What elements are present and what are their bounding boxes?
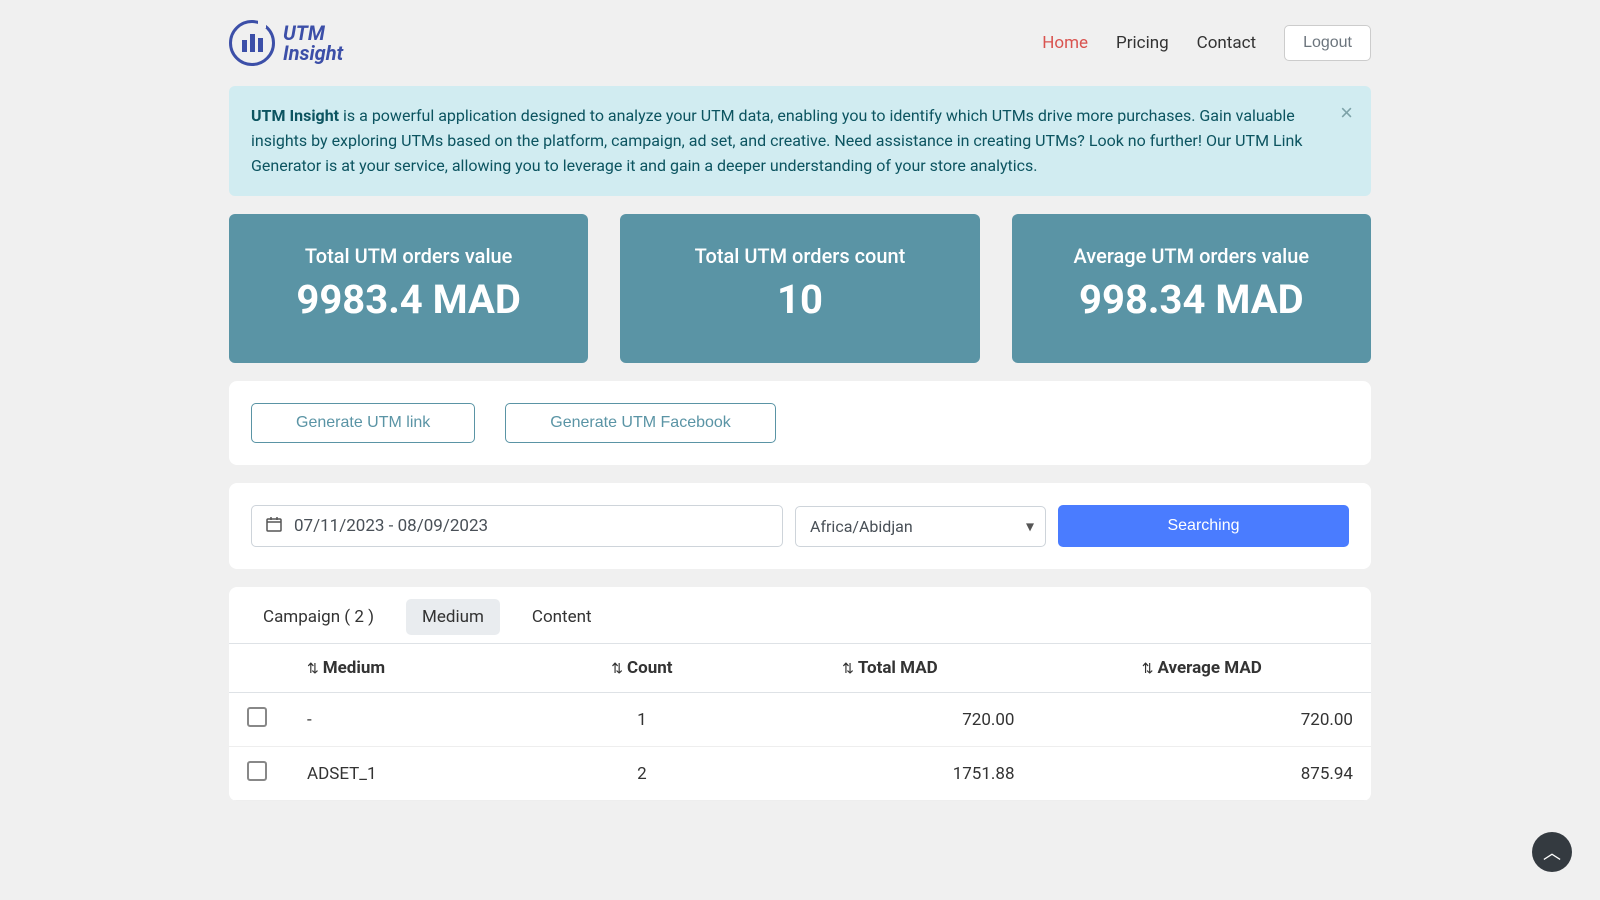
logo-icon [229, 20, 275, 66]
row-checkbox[interactable] [247, 761, 267, 781]
stat-value: 9983.4 MAD [249, 276, 568, 323]
calendar-icon [266, 516, 282, 536]
sort-icon: ⇅ [1142, 661, 1154, 677]
scroll-top-button[interactable]: ︿ [1532, 832, 1572, 872]
cell-average: 720.00 [1033, 693, 1372, 747]
tab-medium[interactable]: Medium [406, 599, 500, 635]
alert-body: is a powerful application designed to an… [251, 106, 1302, 175]
tab-campaign[interactable]: Campaign ( 2 ) [247, 599, 390, 635]
logo[interactable]: UTM Insight [229, 20, 343, 66]
info-alert: UTM Insight is a powerful application de… [229, 86, 1371, 196]
brand-line1: UTM [283, 23, 343, 43]
stat-title: Total UTM orders count [640, 244, 959, 268]
stat-title: Total UTM orders value [249, 244, 568, 268]
nav-pricing[interactable]: Pricing [1116, 33, 1169, 53]
col-total[interactable]: ⇅Total MAD [747, 644, 1032, 693]
cell-medium: ADSET_1 [289, 747, 536, 801]
date-range-input[interactable]: 07/11/2023 - 08/09/2023 [251, 505, 783, 547]
alert-strong: UTM Insight [251, 106, 339, 125]
col-medium[interactable]: ⇅Medium [289, 644, 536, 693]
stat-total-value: Total UTM orders value 9983.4 MAD [229, 214, 588, 363]
cell-medium: - [289, 693, 536, 747]
timezone-select[interactable]: Africa/Abidjan [795, 506, 1046, 547]
nav-home[interactable]: Home [1042, 33, 1088, 53]
nav-contact[interactable]: Contact [1197, 33, 1256, 53]
chevron-up-icon: ︿ [1543, 839, 1561, 865]
generate-utm-link-button[interactable]: Generate UTM link [251, 403, 475, 443]
results-table: ⇅Medium ⇅Count ⇅Total MAD ⇅Average MAD -… [229, 643, 1371, 801]
col-average[interactable]: ⇅Average MAD [1033, 644, 1372, 693]
generate-panel: Generate UTM link Generate UTM Facebook [229, 381, 1371, 465]
tabs: Campaign ( 2 ) Medium Content [229, 587, 1371, 635]
nav: Home Pricing Contact Logout [1042, 25, 1371, 61]
stat-value: 998.34 MAD [1032, 276, 1351, 323]
tab-content[interactable]: Content [516, 599, 608, 635]
timezone-value: Africa/Abidjan [810, 517, 913, 536]
alert-close-button[interactable]: × [1340, 100, 1353, 126]
cell-total: 720.00 [747, 693, 1032, 747]
row-checkbox[interactable] [247, 707, 267, 727]
cell-count: 1 [536, 693, 747, 747]
sort-icon: ⇅ [842, 661, 854, 677]
table-row: - 1 720.00 720.00 [229, 693, 1371, 747]
stats-row: Total UTM orders value 9983.4 MAD Total … [229, 214, 1371, 363]
brand-line2: Insight [283, 43, 343, 63]
stat-total-count: Total UTM orders count 10 [620, 214, 979, 363]
generate-utm-facebook-button[interactable]: Generate UTM Facebook [505, 403, 776, 443]
logout-button[interactable]: Logout [1284, 25, 1371, 61]
search-panel: 07/11/2023 - 08/09/2023 Africa/Abidjan S… [229, 483, 1371, 569]
results-panel: Campaign ( 2 ) Medium Content ⇅Medium ⇅C… [229, 587, 1371, 801]
date-range-value: 07/11/2023 - 08/09/2023 [294, 516, 488, 536]
header: UTM Insight Home Pricing Contact Logout [229, 0, 1371, 86]
col-checkbox [229, 644, 289, 693]
cell-count: 2 [536, 747, 747, 801]
sort-icon: ⇅ [611, 661, 623, 677]
table-row: ADSET_1 2 1751.88 875.94 [229, 747, 1371, 801]
col-count[interactable]: ⇅Count [536, 644, 747, 693]
stat-title: Average UTM orders value [1032, 244, 1351, 268]
logo-text: UTM Insight [283, 23, 343, 63]
stat-value: 10 [640, 276, 959, 323]
cell-total: 1751.88 [747, 747, 1032, 801]
sort-icon: ⇅ [307, 661, 319, 677]
cell-average: 875.94 [1033, 747, 1372, 801]
stat-average-value: Average UTM orders value 998.34 MAD [1012, 214, 1371, 363]
search-button[interactable]: Searching [1058, 505, 1349, 547]
